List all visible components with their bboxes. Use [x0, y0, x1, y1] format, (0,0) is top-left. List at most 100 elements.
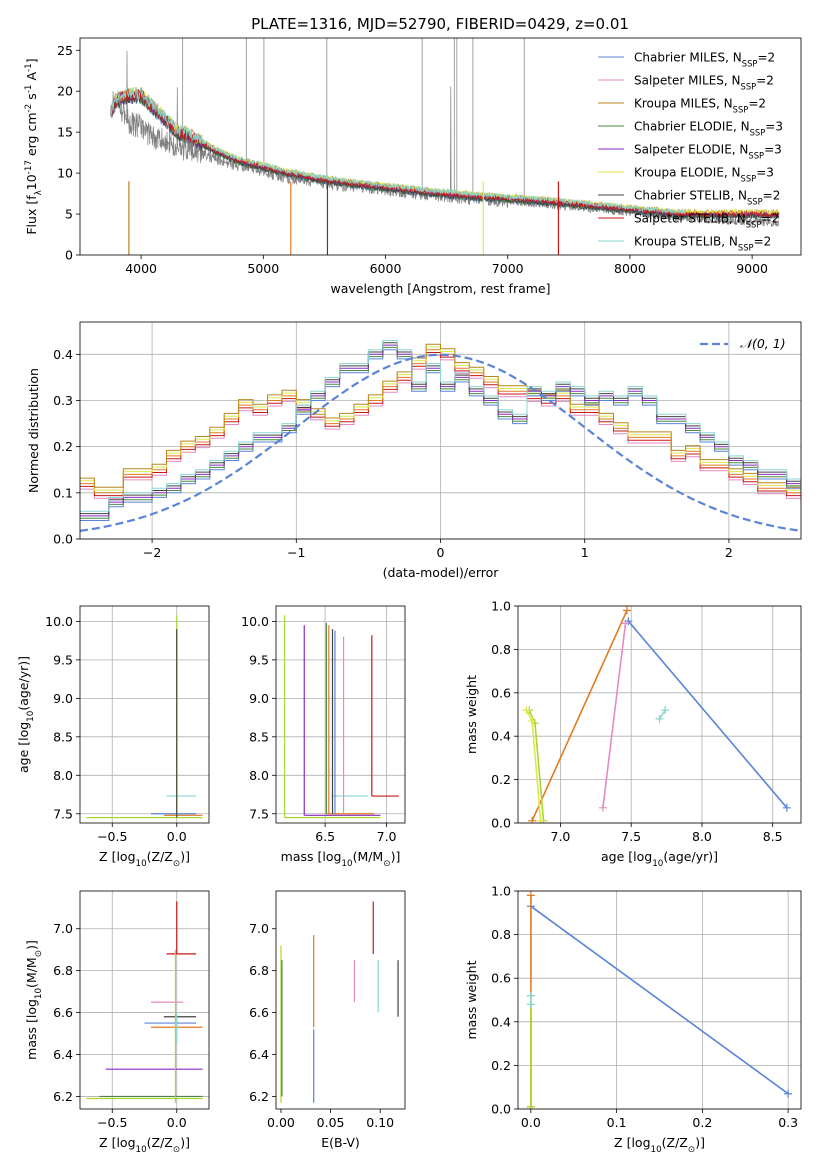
x-tick-label: 6000	[370, 261, 402, 276]
axes-frame	[275, 605, 406, 824]
y-tick-label: 10.0	[45, 614, 73, 629]
x-axis-label: age [log10(age/yr)]	[601, 849, 718, 869]
plot-area	[526, 891, 793, 1109]
x-tick-label: 0.0	[167, 829, 187, 844]
x-tick-label: 0.00	[267, 1115, 295, 1130]
x-axis-label: mass [log10(M/M⊙)]	[281, 849, 401, 869]
y-tick-label: 6.2	[53, 1089, 73, 1104]
legend-label: Kroupa MILES, NSSP=2	[634, 97, 766, 115]
x-axis-label: Z [log10(Z/Z⊙)]	[614, 1135, 705, 1155]
plot-area	[110, 38, 780, 255]
figure-title: PLATE=1316, MJD=52790, FIBERID=0429, z=0…	[251, 15, 629, 33]
age-vs-mass-panel: 6.5 7.0 7.5 8.0 8.5 9.0 9.5 10.0 mass [log10(M/M…	[241, 605, 406, 869]
mass-weight-marker	[782, 803, 791, 812]
x-tick-label: 0.2	[692, 1115, 712, 1130]
y-tick-label: 0.0	[491, 816, 511, 831]
y-axis-label: mass weight	[464, 960, 479, 1039]
y-tick-label: 6.8	[249, 963, 269, 978]
mass-weight-line	[530, 905, 789, 1095]
y-tick-label: 10.0	[241, 614, 269, 629]
y-axis-label: Flux [fλ10-17 erg cm-2 s-1 A-1]	[24, 58, 44, 234]
mass-weight-marker	[526, 991, 535, 1000]
y-tick-label: 8.5	[53, 729, 73, 744]
spectrum-panel: 4000 5000 6000 7000 8000 9000 0 5 10 15 20 25 wavele…	[24, 37, 802, 296]
y-tick-label: 25	[57, 43, 73, 58]
y-tick-label: 0.6	[491, 685, 511, 700]
x-axis-label: E(B-V)	[321, 1135, 360, 1150]
axes-frame	[79, 605, 210, 824]
y-tick-label: 6.6	[53, 1005, 73, 1020]
y-tick-label: 0.4	[491, 729, 511, 744]
y-tick-label: 0.4	[53, 347, 73, 362]
x-axis-label: Z [log10(Z/Z⊙)]	[99, 1135, 190, 1155]
x-tick-label: 0	[437, 545, 445, 560]
x-tick-label: 0.3	[778, 1115, 798, 1130]
y-tick-label: 9.0	[249, 691, 269, 706]
x-tick-label: 9000	[736, 261, 768, 276]
mass-weight-marker	[622, 606, 631, 615]
x-tick-label: 0.0	[521, 1115, 541, 1130]
plot-area	[86, 615, 203, 819]
y-tick-label: 9.0	[53, 691, 73, 706]
legend-label: Chabrier STELIB, NSSP=2	[634, 189, 780, 207]
mass-weight-line	[627, 620, 788, 809]
residual-histogram-panel: −2 −1 0 1 2 0.0 0.1 0.2 0.3 0.4 (data-model)/error…	[26, 321, 802, 580]
y-tick-label: 7.5	[249, 806, 269, 821]
mass-weight-marker	[528, 816, 537, 823]
y-tick-label: 8.0	[53, 768, 73, 783]
residual-histogram	[80, 344, 801, 517]
y-tick-label: 7.0	[249, 921, 269, 936]
y-tick-label: 15	[57, 125, 73, 140]
axes-frame	[275, 890, 406, 1110]
residual-histogram	[80, 342, 801, 515]
y-tick-label: 1.0	[491, 599, 511, 614]
y-tick-label: 9.5	[249, 652, 269, 667]
y-axis-label: Normed distribution	[26, 368, 41, 493]
x-tick-label: 8.0	[692, 829, 712, 844]
y-tick-label: 0.8	[491, 927, 511, 942]
x-tick-label: 7.0	[551, 829, 571, 844]
mass-weight-marker	[526, 1102, 535, 1109]
mass-weight-marker	[526, 891, 535, 900]
mass-weight-marker	[784, 1089, 793, 1098]
residual-histogram	[80, 340, 801, 512]
y-tick-label: 0	[65, 248, 73, 263]
mass-weight-line	[602, 623, 627, 808]
x-axis-label: wavelength [Angstrom, rest frame]	[330, 281, 550, 296]
y-tick-label: 0.4	[491, 1014, 511, 1029]
normal-distribution-curve	[80, 353, 801, 532]
y-tick-label: 6.4	[53, 1047, 73, 1062]
x-tick-label: 7000	[492, 261, 524, 276]
mass-weight-marker	[621, 619, 630, 628]
x-tick-label: −0.5	[97, 1115, 127, 1130]
y-tick-label: 0.2	[491, 772, 511, 787]
x-tick-label: 4000	[125, 261, 157, 276]
axes-frame	[517, 605, 802, 824]
residual-histogram	[80, 346, 801, 519]
y-tick-label: 0.1	[53, 485, 73, 500]
y-tick-label: 0.3	[53, 393, 73, 408]
x-tick-label: 8000	[614, 261, 646, 276]
axes-frame	[79, 37, 802, 256]
x-axis-label: (data-model)/error	[383, 565, 500, 580]
legend-label: Kroupa STELIB, NSSP=2	[634, 235, 771, 253]
x-tick-label: 6.5	[315, 829, 335, 844]
legend-label: Chabrier MILES, NSSP=2	[634, 51, 775, 69]
residual-histogram	[80, 349, 801, 521]
y-tick-label: 0.8	[491, 642, 511, 657]
y-tick-label: 10	[57, 166, 73, 181]
x-tick-label: 8.5	[763, 829, 783, 844]
y-tick-label: 20	[57, 84, 73, 99]
y-tick-label: 0.0	[53, 532, 73, 547]
spectrum-legend: Chabrier MILES, NSSP=2 Salpeter MILES, NS…	[598, 51, 783, 253]
y-tick-label: 6.2	[249, 1089, 269, 1104]
y-tick-label: 6.4	[249, 1047, 269, 1062]
y-tick-label: 0.2	[53, 439, 73, 454]
x-tick-label: 0.10	[366, 1115, 394, 1130]
mass-vs-metallicity-panel: −0.5 0.0 6.2 6.4 6.6 6.8 7.0 Z [log10(Z/Z⊙)] mas…	[24, 890, 210, 1155]
mass-weight-marker	[661, 706, 670, 715]
y-tick-label: 8.5	[249, 729, 269, 744]
x-tick-label: −0.5	[97, 829, 127, 844]
axes-frame	[517, 890, 802, 1110]
observed-spectrum-line	[110, 50, 780, 227]
